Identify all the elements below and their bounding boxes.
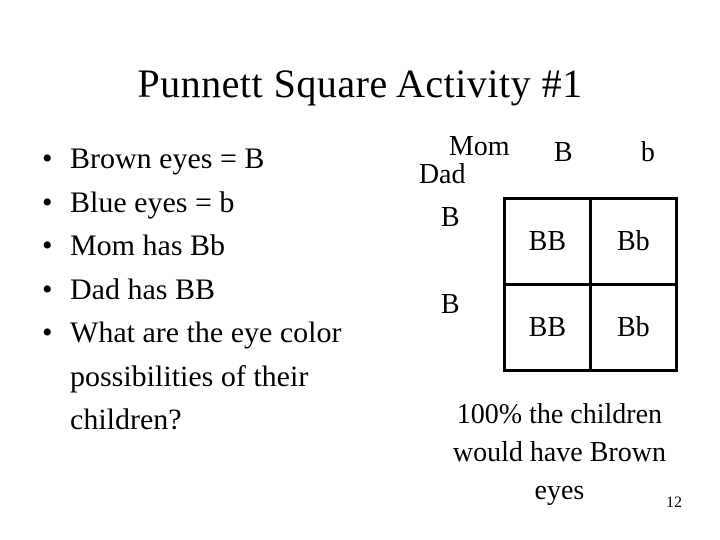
list-item: Brown eyes = B	[40, 137, 379, 181]
bullet-column: Brown eyes = B Blue eyes = b Mom has Bb …	[40, 137, 379, 509]
row-header-0: B	[441, 202, 460, 234]
list-item: Mom has Bb	[40, 224, 379, 268]
conclusion-line: would have Brown	[439, 434, 680, 472]
punnett-cell: Bb	[590, 285, 676, 371]
punnett-column: Mom Dad B b B B BB Bb BB Bb 100% the chi…	[379, 137, 680, 509]
dad-label: Dad	[419, 159, 466, 191]
conclusion-line: 100% the children	[439, 396, 680, 434]
page-number: 12	[666, 494, 682, 512]
punnett-header-labels: Mom Dad B b	[379, 137, 680, 177]
conclusion-line: eyes	[439, 472, 680, 510]
punnett-square-table: BB Bb BB Bb	[503, 197, 678, 372]
list-item: What are the eye color possibilities of …	[40, 311, 379, 442]
punnett-cell: Bb	[590, 199, 676, 285]
table-row: BB Bb	[504, 285, 676, 371]
list-item: Dad has BB	[40, 268, 379, 312]
col-header-0: B	[554, 137, 573, 169]
punnett-square-wrap: B B BB Bb BB Bb	[379, 197, 680, 372]
bullet-list: Brown eyes = B Blue eyes = b Mom has Bb …	[40, 137, 379, 442]
row-header-1: B	[441, 289, 460, 321]
slide-content: Brown eyes = B Blue eyes = b Mom has Bb …	[0, 107, 720, 509]
punnett-cell: BB	[504, 285, 590, 371]
punnett-cell: BB	[504, 199, 590, 285]
list-item: Blue eyes = b	[40, 181, 379, 225]
col-header-1: b	[641, 137, 655, 169]
table-row: BB Bb	[504, 199, 676, 285]
conclusion-text: 100% the children would have Brown eyes	[379, 396, 680, 509]
slide-title: Punnett Square Activity #1	[0, 0, 720, 107]
